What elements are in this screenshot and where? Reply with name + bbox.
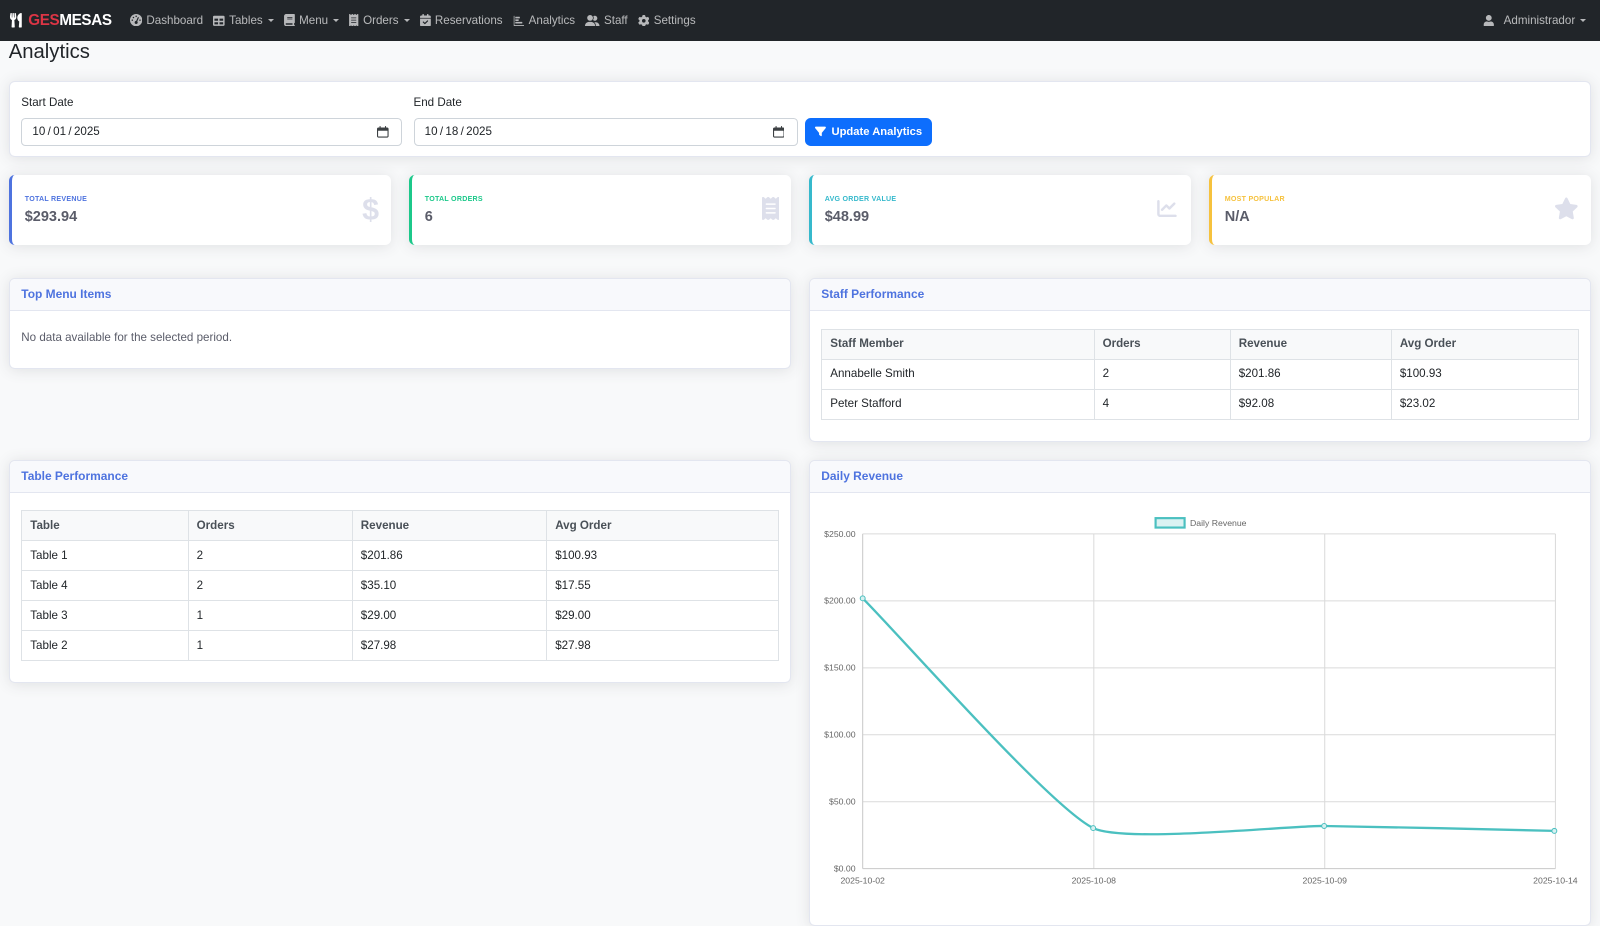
svg-text:2025-10-14: 2025-10-14: [1533, 876, 1578, 886]
svg-text:$200.00: $200.00: [824, 596, 856, 606]
svg-text:$50.00: $50.00: [829, 797, 856, 807]
svg-text:2025-10-09: 2025-10-09: [1303, 876, 1348, 886]
svg-text:$150.00: $150.00: [824, 663, 856, 673]
svg-text:$250.00: $250.00: [824, 529, 856, 539]
svg-text:$100.00: $100.00: [824, 730, 856, 740]
svg-text:Daily Revenue: Daily Revenue: [1190, 519, 1247, 529]
svg-text:2025-10-08: 2025-10-08: [1072, 876, 1117, 886]
svg-text:$0.00: $0.00: [834, 864, 856, 874]
svg-text:2025-10-02: 2025-10-02: [841, 876, 886, 886]
